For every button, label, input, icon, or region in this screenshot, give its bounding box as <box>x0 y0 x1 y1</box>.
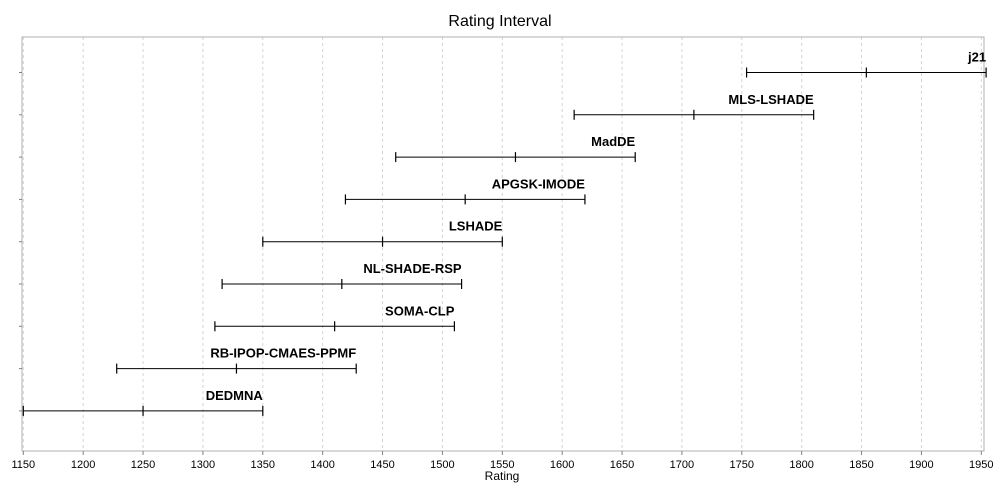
x-tick-label: 1850 <box>849 459 873 471</box>
chart-title: Rating Interval <box>448 13 551 30</box>
x-tick-label: 1750 <box>730 459 754 471</box>
grid-lines <box>22 37 982 451</box>
plot-area-frame <box>21 36 985 452</box>
x-tick-label: 1700 <box>670 459 694 471</box>
interval-label: j21 <box>967 50 986 65</box>
interval-label: SOMA-CLP <box>385 303 455 318</box>
x-tick-label: 1150 <box>11 459 35 471</box>
interval-label: MLS-LSHADE <box>728 92 814 107</box>
x-tick-label: 1950 <box>969 459 993 471</box>
interval-madde: MadDE <box>395 134 636 163</box>
interval-label: DEDMNA <box>206 388 264 403</box>
interval-nl-shade-rsp: NL-SHADE-RSP <box>221 261 463 289</box>
interval-apgsk-imode: APGSK-IMODE <box>344 176 586 205</box>
x-tick-label: 1350 <box>251 459 275 471</box>
interval-soma-clp: SOMA-CLP <box>214 303 455 332</box>
x-tick-label: 1300 <box>191 459 215 471</box>
x-tick-label: 1900 <box>909 459 933 471</box>
x-tick-label: 1200 <box>71 459 95 471</box>
x-axis-title: Rating <box>485 469 520 483</box>
interval-dedmna: DEDMNA <box>22 388 264 416</box>
x-axis: 1150 1200 1250 1300 1350 1400 1450 1500 1550 1600… <box>11 451 994 471</box>
interval-label: RB-IPOP-CMAES-PPMF <box>210 346 356 361</box>
interval-mls-lshade: MLS-LSHADE <box>573 92 815 120</box>
y-axis-ticks <box>19 72 22 412</box>
x-tick-label: 1250 <box>131 459 155 471</box>
x-tick-label: 1550 <box>490 459 514 471</box>
x-tick-label: 1400 <box>310 459 334 471</box>
x-tick-label: 1600 <box>550 459 574 471</box>
x-tick-label: 1500 <box>430 459 454 471</box>
interval-rb-ipop-cmaes-ppmf: RB-IPOP-CMAES-PPMF <box>116 346 357 374</box>
x-tick-label: 1450 <box>370 459 394 471</box>
interval-lshade: LSHADE <box>262 219 503 247</box>
interval-j21: j21 <box>745 50 987 78</box>
x-tick-label: 1650 <box>610 459 634 471</box>
interval-label: LSHADE <box>449 219 503 234</box>
interval-label: APGSK-IMODE <box>492 176 586 191</box>
interval-bars: j21 MLS-LSHADE MadDE APGSK-IMODE LSHADE NL-SH… <box>22 50 987 416</box>
x-tick-label: 1800 <box>789 459 813 471</box>
interval-label: MadDE <box>591 134 635 149</box>
interval-label: NL-SHADE-RSP <box>363 261 462 276</box>
